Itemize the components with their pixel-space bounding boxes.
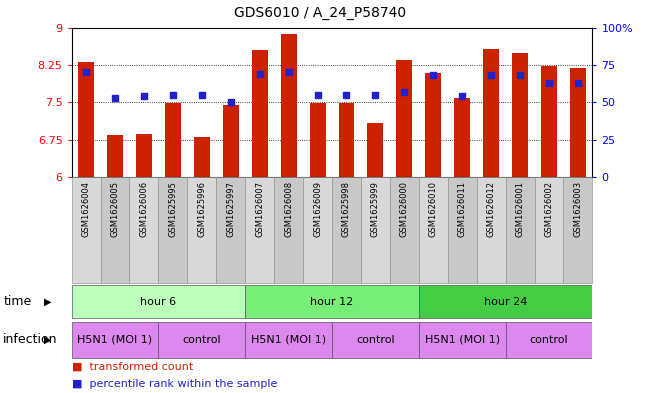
- Bar: [107, 134, 123, 177]
- Bar: [396, 60, 412, 177]
- Point: [573, 80, 583, 86]
- Bar: [165, 103, 181, 177]
- Point: [110, 95, 120, 101]
- Bar: [194, 137, 210, 177]
- Text: GSM1626011: GSM1626011: [458, 181, 467, 237]
- Point: [312, 92, 323, 98]
- Text: H5N1 (MOI 1): H5N1 (MOI 1): [77, 335, 152, 345]
- Text: hour 12: hour 12: [311, 297, 353, 307]
- Bar: [454, 98, 470, 177]
- Text: ■  percentile rank within the sample: ■ percentile rank within the sample: [72, 379, 277, 389]
- Text: control: control: [356, 335, 395, 345]
- Text: GSM1625999: GSM1625999: [371, 181, 380, 237]
- Bar: [541, 66, 557, 177]
- FancyBboxPatch shape: [419, 177, 448, 283]
- FancyBboxPatch shape: [419, 285, 592, 318]
- Text: GSM1626009: GSM1626009: [313, 181, 322, 237]
- Text: GSM1625997: GSM1625997: [227, 181, 235, 237]
- FancyBboxPatch shape: [506, 177, 534, 283]
- FancyBboxPatch shape: [245, 285, 419, 318]
- Point: [341, 92, 352, 98]
- Text: GSM1626002: GSM1626002: [544, 181, 553, 237]
- Point: [197, 92, 207, 98]
- Text: time: time: [3, 295, 31, 308]
- Point: [370, 92, 381, 98]
- Bar: [367, 123, 383, 177]
- FancyBboxPatch shape: [100, 177, 130, 283]
- Bar: [310, 103, 326, 177]
- Text: control: control: [182, 335, 221, 345]
- Text: GSM1625998: GSM1625998: [342, 181, 351, 237]
- FancyBboxPatch shape: [477, 177, 506, 283]
- Point: [139, 93, 149, 99]
- Point: [81, 69, 91, 75]
- Text: GSM1626010: GSM1626010: [429, 181, 437, 237]
- Point: [457, 93, 467, 99]
- FancyBboxPatch shape: [245, 322, 332, 358]
- Point: [168, 92, 178, 98]
- Text: GSM1626008: GSM1626008: [284, 181, 293, 237]
- Bar: [483, 49, 499, 177]
- Bar: [425, 73, 441, 177]
- Text: control: control: [530, 335, 568, 345]
- Point: [399, 88, 409, 95]
- FancyBboxPatch shape: [274, 177, 303, 283]
- Bar: [252, 50, 268, 177]
- Text: GSM1626003: GSM1626003: [574, 181, 583, 237]
- Text: hour 24: hour 24: [484, 297, 527, 307]
- Text: GSM1626007: GSM1626007: [255, 181, 264, 237]
- Text: H5N1 (MOI 1): H5N1 (MOI 1): [424, 335, 500, 345]
- FancyBboxPatch shape: [158, 177, 187, 283]
- Text: GSM1626001: GSM1626001: [516, 181, 525, 237]
- Text: ▶: ▶: [44, 335, 52, 345]
- Point: [225, 99, 236, 105]
- Point: [544, 80, 554, 86]
- FancyBboxPatch shape: [303, 177, 332, 283]
- Bar: [78, 62, 94, 177]
- Bar: [512, 53, 528, 177]
- Text: ■  transformed count: ■ transformed count: [72, 362, 193, 371]
- Bar: [570, 68, 586, 177]
- FancyBboxPatch shape: [506, 322, 592, 358]
- Text: GSM1626000: GSM1626000: [400, 181, 409, 237]
- Bar: [281, 34, 297, 177]
- Point: [515, 72, 525, 79]
- Text: ▶: ▶: [44, 297, 52, 307]
- Text: GSM1625995: GSM1625995: [169, 181, 177, 237]
- FancyBboxPatch shape: [564, 177, 592, 283]
- Text: GSM1626006: GSM1626006: [139, 181, 148, 237]
- Text: GSM1626004: GSM1626004: [81, 181, 90, 237]
- FancyBboxPatch shape: [245, 177, 274, 283]
- Point: [428, 72, 439, 79]
- FancyBboxPatch shape: [332, 177, 361, 283]
- Text: hour 6: hour 6: [141, 297, 176, 307]
- Text: GDS6010 / A_24_P58740: GDS6010 / A_24_P58740: [234, 6, 406, 20]
- FancyBboxPatch shape: [448, 177, 477, 283]
- Text: GSM1625996: GSM1625996: [197, 181, 206, 237]
- Text: GSM1626012: GSM1626012: [487, 181, 495, 237]
- FancyBboxPatch shape: [72, 285, 245, 318]
- FancyBboxPatch shape: [419, 322, 506, 358]
- Bar: [136, 134, 152, 177]
- Point: [283, 69, 294, 75]
- FancyBboxPatch shape: [187, 177, 216, 283]
- Point: [255, 71, 265, 77]
- FancyBboxPatch shape: [158, 322, 245, 358]
- FancyBboxPatch shape: [130, 177, 158, 283]
- Text: infection: infection: [3, 333, 58, 347]
- Bar: [339, 103, 354, 177]
- FancyBboxPatch shape: [72, 177, 100, 283]
- Text: GSM1626005: GSM1626005: [111, 181, 120, 237]
- FancyBboxPatch shape: [332, 322, 419, 358]
- FancyBboxPatch shape: [534, 177, 564, 283]
- FancyBboxPatch shape: [72, 322, 158, 358]
- FancyBboxPatch shape: [361, 177, 390, 283]
- Text: H5N1 (MOI 1): H5N1 (MOI 1): [251, 335, 326, 345]
- FancyBboxPatch shape: [216, 177, 245, 283]
- FancyBboxPatch shape: [390, 177, 419, 283]
- Bar: [223, 105, 239, 177]
- Point: [486, 72, 496, 79]
